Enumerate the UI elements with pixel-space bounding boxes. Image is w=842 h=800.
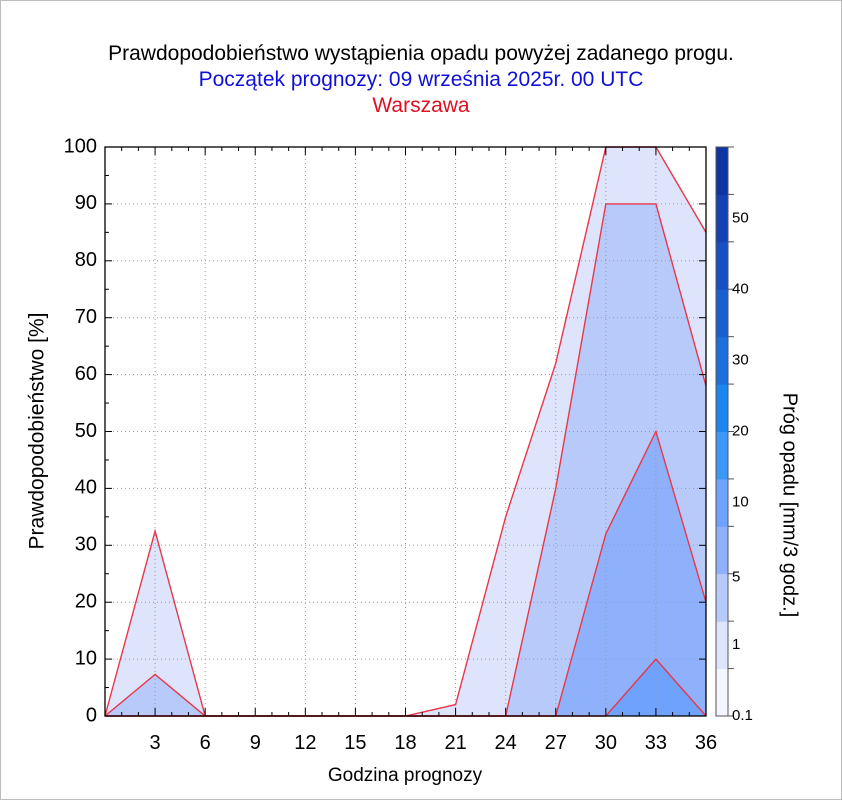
colorbar-tick-label: 0.1	[732, 707, 753, 724]
y-axis-label: Prawdopodobieństwo [%]	[26, 313, 49, 550]
x-tick-label: 9	[250, 732, 261, 754]
forecast-start-subtitle: Początek prognozy: 09 września 2025r. 00…	[198, 68, 644, 91]
x-tick-label: 24	[495, 732, 517, 754]
chart-title: Prawdopodobieństwo wystąpienia opadu pow…	[108, 42, 734, 65]
colorbar-tick-label: 5	[732, 568, 740, 585]
x-tick-label: 21	[444, 732, 466, 754]
colorbar-segment	[716, 573, 728, 622]
y-tick-label: 70	[75, 306, 97, 328]
colorbar-segment	[716, 147, 728, 195]
y-tick-label: 80	[75, 249, 97, 271]
colorbar-segment	[716, 336, 728, 385]
colorbar-segment	[716, 526, 728, 575]
y-tick-label: 20	[75, 590, 97, 612]
y-tick-label: 40	[75, 477, 97, 499]
x-tick-label: 33	[645, 732, 667, 754]
y-tick-label: 90	[75, 192, 97, 214]
y-tick-label: 100	[64, 135, 97, 157]
colorbar-segment	[716, 194, 728, 243]
colorbar-tick-label: 10	[732, 494, 749, 511]
x-axis: 3 6 9 12 15 18 21 24 27 30 33 36	[121, 147, 717, 754]
x-tick-label: 6	[200, 732, 211, 754]
y-tick-label: 50	[75, 420, 97, 442]
x-tick-label: 30	[595, 732, 617, 754]
colorbar-segment	[716, 668, 728, 717]
y-tick-label: 10	[75, 647, 97, 669]
x-tick-label: 36	[695, 732, 717, 754]
y-tick-label: 60	[75, 363, 97, 385]
x-tick-label: 18	[394, 732, 416, 754]
station-name: Warszawa	[372, 94, 470, 117]
colorbar-label: Próg opadu [mm/3 godz.]	[779, 393, 801, 618]
colorbar-tick-label: 40	[732, 280, 749, 297]
y-tick-label: 30	[75, 534, 97, 556]
x-tick-label: 27	[545, 732, 567, 754]
colorbar-segment	[716, 621, 728, 670]
colorbar-segment	[716, 241, 728, 290]
x-tick-label: 12	[294, 732, 316, 754]
colorbar-segment	[716, 384, 728, 432]
colorbar-segment	[716, 478, 728, 527]
colorbar-tick-label: 50	[732, 209, 749, 226]
colorbar-tick-label: 1	[732, 636, 740, 653]
colorbar-tick-label: 20	[732, 423, 749, 440]
colorbar-segment	[716, 431, 728, 480]
area-threshold-3	[105, 659, 706, 716]
x-tick-label: 15	[344, 732, 366, 754]
y-axis: 0 10 20 30 40 50 60 70 80 90 100	[64, 135, 706, 726]
colorbar-tick-label: 30	[732, 351, 749, 368]
colorbar-segment	[716, 289, 728, 338]
threshold-colorbar: 0.1 1 5 10 20 30 40 50	[715, 146, 753, 724]
x-axis-label: Godzina prognozy	[328, 765, 483, 786]
x-tick-label: 3	[150, 732, 161, 754]
y-tick-label: 0	[86, 704, 97, 726]
